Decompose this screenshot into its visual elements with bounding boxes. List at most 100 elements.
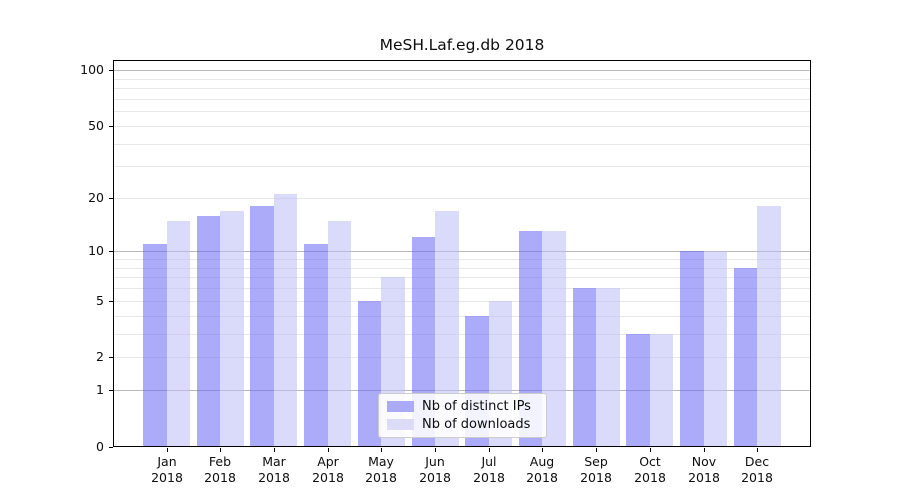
x-tick-mark <box>596 448 597 452</box>
minor-gridline <box>113 316 811 317</box>
x-tick-label: Jan 2018 <box>140 454 194 486</box>
y-tick-label: 20 <box>88 190 104 205</box>
x-tick-year: 2018 <box>688 470 720 485</box>
x-tick-mark <box>381 448 382 452</box>
bar-ips-sep <box>572 288 597 447</box>
bar-downloads-nov <box>703 251 728 447</box>
x-tick-mark <box>489 448 490 452</box>
x-tick-month: Nov <box>691 454 717 469</box>
x-tick-year: 2018 <box>365 470 397 485</box>
minor-gridline <box>113 126 811 127</box>
y-tick-label: 5 <box>96 293 104 308</box>
y-tick-label: 10 <box>88 243 104 258</box>
bar-downloads-feb <box>220 210 244 447</box>
major-gridline <box>113 70 811 71</box>
x-tick-label: Mar 2018 <box>247 454 301 486</box>
bar-downloads-aug <box>542 231 566 447</box>
major-gridline <box>113 251 811 252</box>
minor-gridline <box>113 198 811 199</box>
x-tick-year: 2018 <box>526 470 558 485</box>
legend-label-ips: Nb of distinct IPs <box>422 399 531 414</box>
chart-title: MeSH.Laf.eg.db 2018 <box>379 36 545 54</box>
bar-downloads-mar <box>273 194 298 447</box>
x-tick-year: 2018 <box>634 470 666 485</box>
minor-gridline <box>113 79 811 80</box>
minor-gridline <box>113 334 811 335</box>
minor-gridline <box>113 111 811 112</box>
x-tick-label: Sep 2018 <box>569 454 623 486</box>
bar-downloads-oct <box>649 333 674 447</box>
bar-ips-nov <box>680 251 704 447</box>
bar-ips-may <box>357 300 382 447</box>
y-tick-mark <box>109 251 113 252</box>
minor-gridline <box>113 88 811 89</box>
y-tick-mark <box>109 70 113 71</box>
x-tick-month: Sep <box>584 454 608 469</box>
x-tick-month: Dec <box>744 454 770 469</box>
bar-ips-dec <box>733 267 758 447</box>
x-tick-mark <box>167 448 168 452</box>
x-tick-label: Feb 2018 <box>193 454 247 486</box>
y-tick-mark <box>109 390 113 391</box>
x-tick-month: May <box>368 454 394 469</box>
minor-gridline <box>113 259 811 260</box>
y-tick-mark <box>109 198 113 199</box>
y-tick-label: 2 <box>96 349 104 364</box>
x-tick-month: Jun <box>425 454 445 469</box>
bar-downloads-sep <box>596 288 620 447</box>
bar-ips-apr <box>304 244 328 447</box>
y-tick-label: 50 <box>88 118 104 133</box>
x-tick-label: Nov 2018 <box>677 454 731 486</box>
y-tick-mark <box>109 126 113 127</box>
minor-gridline <box>113 166 811 167</box>
minor-gridline <box>113 288 811 289</box>
y-tick-mark <box>109 447 113 448</box>
minor-gridline <box>113 301 811 302</box>
bar-ips-feb <box>196 215 221 447</box>
x-tick-year: 2018 <box>580 470 612 485</box>
x-tick-year: 2018 <box>204 470 236 485</box>
legend-row-downloads: Nb of downloads <box>387 417 538 432</box>
legend-swatch-downloads <box>387 419 414 430</box>
minor-gridline <box>113 144 811 145</box>
x-tick-year: 2018 <box>473 470 505 485</box>
x-tick-label: Jul 2018 <box>462 454 516 486</box>
x-tick-mark <box>328 448 329 452</box>
bar-ips-mar <box>250 206 274 447</box>
x-tick-month: Jul <box>481 454 497 469</box>
bar-downloads-apr <box>327 220 352 447</box>
y-tick-mark <box>109 357 113 358</box>
major-gridline <box>113 390 811 391</box>
x-tick-mark <box>220 448 221 452</box>
legend-swatch-ips <box>387 401 414 412</box>
minor-gridline <box>113 268 811 269</box>
x-tick-month: Oct <box>639 454 661 469</box>
legend: Nb of distinct IPs Nb of downloads <box>378 393 547 438</box>
x-tick-mark <box>542 448 543 452</box>
x-tick-year: 2018 <box>419 470 451 485</box>
x-tick-mark <box>650 448 651 452</box>
x-tick-year: 2018 <box>741 470 773 485</box>
x-tick-month: Apr <box>317 454 339 469</box>
x-tick-mark <box>757 448 758 452</box>
x-tick-year: 2018 <box>312 470 344 485</box>
x-tick-label: Dec 2018 <box>730 454 784 486</box>
x-tick-label: Oct 2018 <box>623 454 677 486</box>
y-tick-label: 0 <box>96 439 104 454</box>
minor-gridline <box>113 277 811 278</box>
x-tick-month: Mar <box>262 454 286 469</box>
minor-gridline <box>113 357 811 358</box>
x-tick-mark <box>435 448 436 452</box>
bar-ips-jan <box>143 244 167 447</box>
x-tick-month: Aug <box>529 454 555 469</box>
y-tick-label: 1 <box>96 382 104 397</box>
x-tick-month: Jan <box>157 454 177 469</box>
x-tick-label: Apr 2018 <box>301 454 355 486</box>
x-tick-mark <box>704 448 705 452</box>
bar-downloads-jan <box>166 220 190 447</box>
x-tick-year: 2018 <box>258 470 290 485</box>
